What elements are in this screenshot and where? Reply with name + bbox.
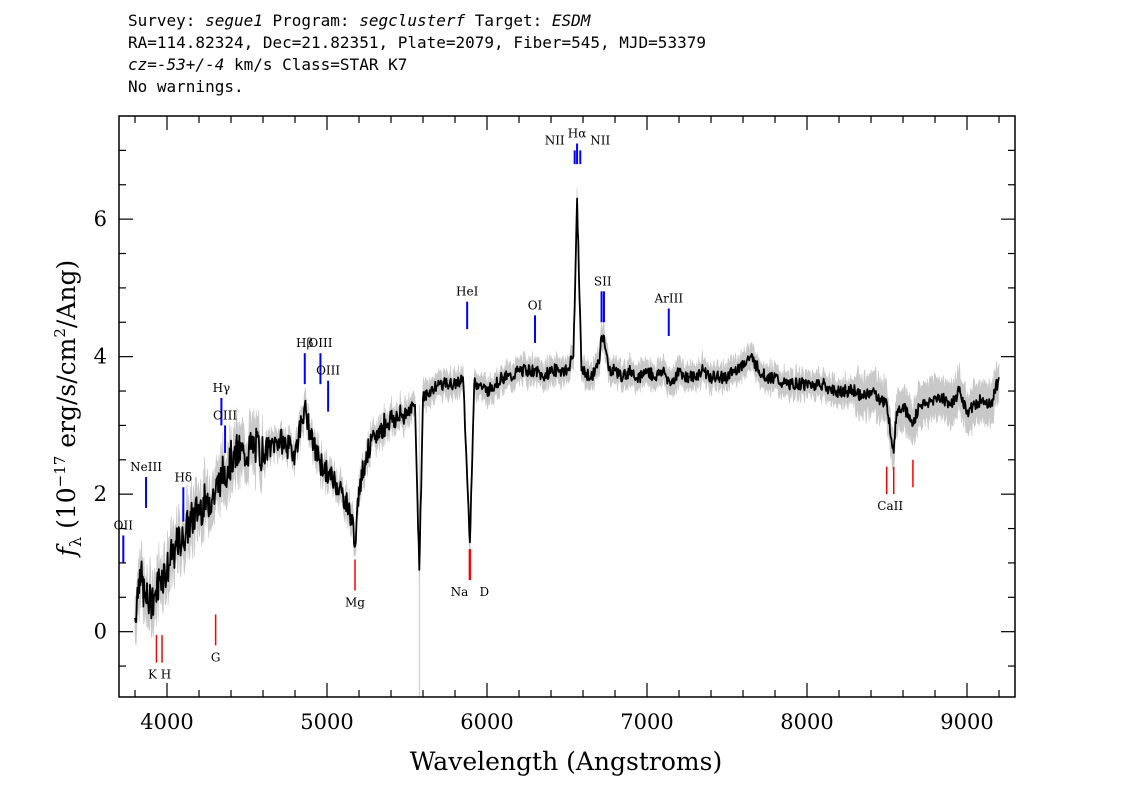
emission-line-label: OIII <box>316 364 340 378</box>
x-tick-label: 4000 <box>140 710 193 734</box>
axes-layer: 4000 5000 6000 7000 8000 9000 0 2 4 6 <box>94 115 1016 734</box>
absorption-line-label: D <box>480 585 490 599</box>
emission-line-label: ArIII <box>653 292 683 306</box>
y-axis-title-exp1: −17 <box>51 456 69 488</box>
program-value: segclusterf <box>359 11 466 30</box>
header-line-coordinates: RA=114.82324, Dec=21.82351, Plate=2079, … <box>128 33 706 52</box>
absorption-line-label: K <box>148 668 158 682</box>
program-label: Program: <box>262 11 360 30</box>
emission-line-label: SII <box>594 274 612 288</box>
target-value: ESDM <box>551 11 591 30</box>
survey-label: Survey: <box>128 11 206 30</box>
class-value: km/s Class=STAR K7 <box>224 55 408 74</box>
y-axis-title-sub: λ <box>66 537 85 547</box>
x-tick-label: 7000 <box>620 710 673 734</box>
y-axis-title-post: /Ang) <box>52 260 81 328</box>
absorption-line-label: CaII <box>877 499 903 513</box>
emission-line-label: Hγ <box>213 381 231 395</box>
x-tick-label: 5000 <box>300 710 353 734</box>
emission-line-label: NeIII <box>130 460 162 474</box>
emission-line-label: Hα <box>568 127 587 141</box>
emission-line-label: OIII <box>213 408 237 422</box>
emission-line-label: OII <box>114 518 134 532</box>
emission-line-label: HeI <box>456 285 479 299</box>
y-tick-label: 2 <box>94 482 107 506</box>
absorption-line-label: Na <box>451 585 469 599</box>
absorption-line-label: Mg <box>345 595 365 609</box>
x-tick-label: 9000 <box>940 710 993 734</box>
error-band-layer <box>134 188 1000 697</box>
y-axis-title-pre: (10 <box>52 487 81 537</box>
plot-frame <box>118 115 1016 698</box>
y-axis-title: fλ (10−17 erg/s/cm2/Ang) <box>51 260 85 559</box>
x-tick-label: 8000 <box>780 710 833 734</box>
header-line-survey: Survey: segue1 Program: segclusterf Targ… <box>128 10 706 32</box>
emission-line-label: Hβ <box>296 336 313 350</box>
emission-line-label: NII <box>545 133 565 147</box>
y-axis-title-mid: erg/s/cm <box>52 337 81 455</box>
y-axis-title-exp2: 2 <box>51 328 69 338</box>
flux-line <box>134 197 1000 623</box>
flux-layer <box>134 197 1000 623</box>
absorption-line-label: H <box>161 668 171 682</box>
y-axis-title-f: f <box>52 543 81 558</box>
survey-value: segue1 <box>205 11 263 30</box>
absorption-line-label: G <box>211 650 221 664</box>
x-tick-label: 6000 <box>460 710 513 734</box>
header-line-warnings: No warnings. <box>128 77 244 96</box>
redshift-value: cz=-53+/-4 <box>128 55 225 74</box>
emission-line-label: NII <box>590 133 610 147</box>
spectrum-header: Survey: segue1 Program: segclusterf Targ… <box>128 10 706 98</box>
emission-line-label: OIII <box>308 336 332 350</box>
target-label: Target: <box>465 11 552 30</box>
x-axis-title: Wavelength (Angstroms) <box>410 747 722 776</box>
emission-line-label: Hδ <box>174 470 192 484</box>
error-band <box>134 188 1000 646</box>
header-line-redshift: cz=-53+/-4 km/s Class=STAR K7 <box>128 54 706 76</box>
emission-line-label: OI <box>528 298 543 312</box>
y-tick-label: 6 <box>94 207 107 231</box>
y-tick-label: 0 <box>94 620 107 644</box>
y-tick-label: 4 <box>94 345 107 369</box>
